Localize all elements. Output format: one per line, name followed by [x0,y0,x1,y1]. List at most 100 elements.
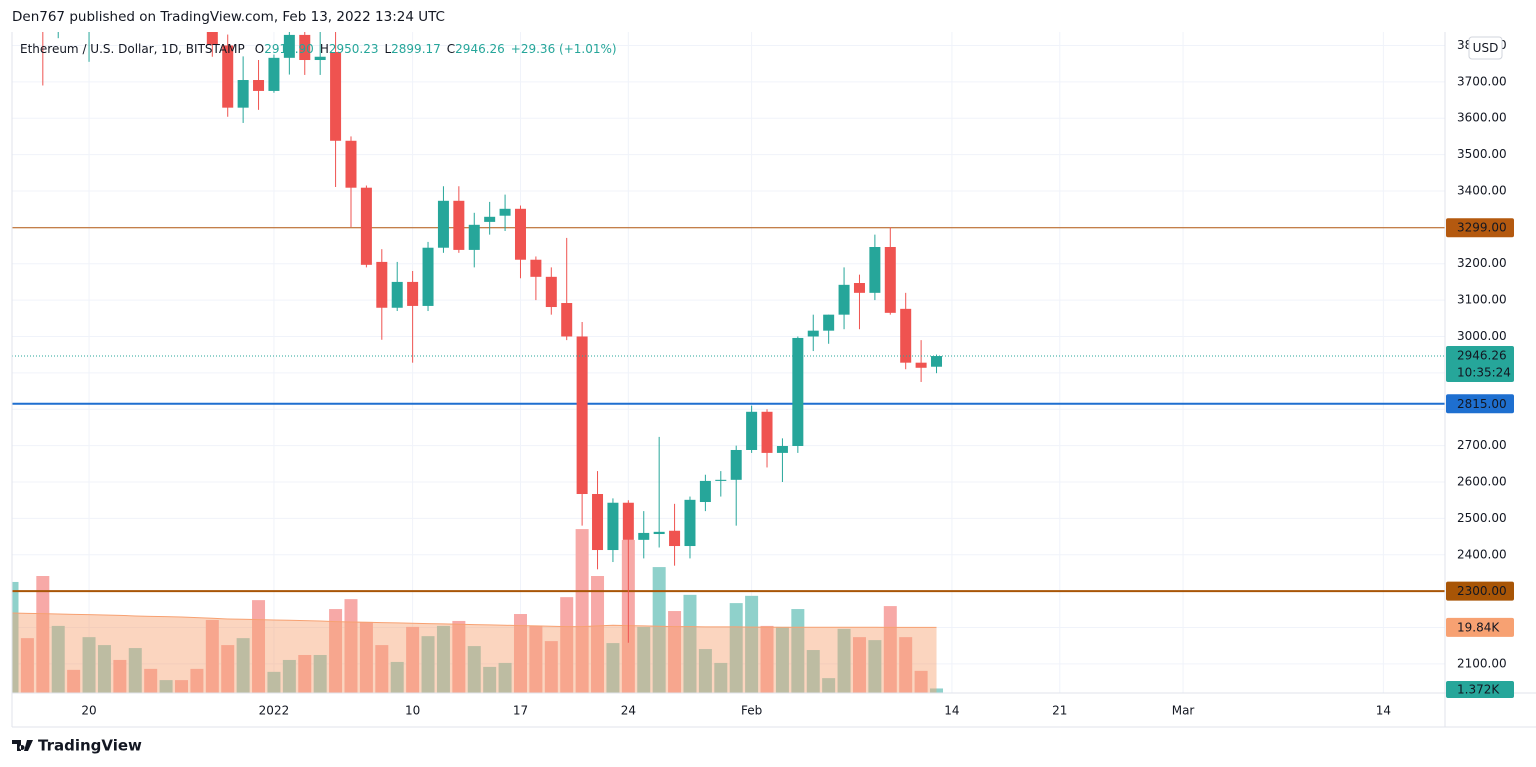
volume-bar [67,669,81,693]
volume-bar [20,638,34,693]
volume-bar [174,680,188,693]
candle-body [299,34,311,61]
volume-bar [252,600,266,693]
brand-logo [12,740,33,751]
candle-body [514,208,526,260]
x-tick-label: Mar [1172,704,1195,718]
volume-bar [544,641,558,693]
y-tick-label: 2700.00 [1457,438,1507,452]
currency-label: USD [1473,41,1499,55]
candle-body [622,502,634,540]
candle-body [222,45,234,108]
last-price-tag-label: 2946.26 [1457,349,1507,363]
brand-name: TradingView [38,737,142,755]
legend-field-value: 2950.23 [329,42,379,56]
x-tick-label: 10 [405,704,420,718]
candle-body [715,479,727,481]
volume-bar [930,688,944,693]
candle-body [545,276,557,308]
volume-bar [375,645,389,693]
x-tick-label: Feb [741,704,762,718]
legend-field-value: 2946.26 [455,42,505,56]
last-price-tag [1446,346,1514,383]
price-tags: 3299.00 2815.00 2300.00 2946.26 10:35:24 19.8… [1446,218,1514,698]
level-tag [1446,394,1514,414]
volume-bar [467,646,481,693]
volume-bar [822,678,836,693]
volume-ma-tag [1446,617,1514,637]
volume-bar [97,645,111,693]
legend: Ethereum / U.S. Dollar, 1D, BITSTAMP O291… [20,42,617,56]
volume-bar [591,576,605,693]
volume-bar [683,594,697,693]
volume-bar [36,576,50,693]
volume-bar [113,659,127,693]
candle-body [684,499,696,547]
volume-bar [698,649,712,693]
volume-bar [760,625,774,693]
candle-body [823,314,835,331]
y-tick-label: 2100.00 [1457,656,1507,670]
candle-body [730,449,742,480]
volume-bar [745,595,759,693]
candle-body [360,187,372,265]
volume-bar [806,650,820,693]
currency-button[interactable] [1468,36,1503,60]
candle-body [407,281,419,306]
candle-body [530,259,542,277]
volume-bar [82,637,96,693]
volume-bar [190,668,204,693]
volume-bar [359,621,373,693]
volume-bar [498,662,512,693]
candle-body [776,445,788,453]
volume-bar [12,581,19,693]
candle-body [253,80,265,91]
candle-body [638,532,650,540]
candle-body [653,531,665,535]
candle-body [237,80,249,108]
candle-body [884,246,896,313]
volume-bar [637,626,651,693]
plot-area: Ethereum / U.S. Dollar, 1D, BITSTAMP O291… [12,32,1445,693]
x-tick-label: 14 [944,704,959,718]
volume-bar [652,567,666,693]
volume-bar [914,670,928,693]
volume-bar [791,609,805,693]
legend-field-label: C [447,42,455,56]
y-tick-label: 3000.00 [1457,329,1507,343]
candle-body [391,281,403,308]
x-tick-label: 21 [1052,704,1067,718]
candle-body [900,308,912,363]
candle-body [607,502,619,551]
candle-body [838,284,850,315]
level-tag-label: 2300.00 [1457,584,1507,598]
legend-field-label: H [320,42,329,56]
legend-field-value: 2899.17 [391,42,441,56]
candle-body [484,216,496,222]
candle-body [268,57,280,91]
candle-body [499,208,511,216]
legend-field-label: L [384,42,391,56]
candle-body [437,200,449,248]
candle-body [206,32,218,45]
candle-body [699,480,711,503]
candle-body [422,247,434,306]
candle-body [931,356,943,367]
volume-bar [899,637,913,693]
y-tick-label: 2600.00 [1457,475,1507,489]
volume-bar [452,620,466,693]
volume-bar [868,640,882,693]
candle-body [669,530,681,547]
volume-bar [390,661,404,693]
volume-bar [144,668,158,693]
volume-ma-area [12,613,937,693]
candle-body [453,200,465,250]
volume-bar [344,599,358,693]
volume-ma-tag-label: 19.84K [1457,620,1500,634]
candle-body [314,56,326,61]
volume-ma-line [12,612,937,628]
candle-body [345,140,357,188]
volume-bar [298,654,312,693]
candle-body [561,303,573,337]
y-tick-label: 3600.00 [1457,111,1507,125]
